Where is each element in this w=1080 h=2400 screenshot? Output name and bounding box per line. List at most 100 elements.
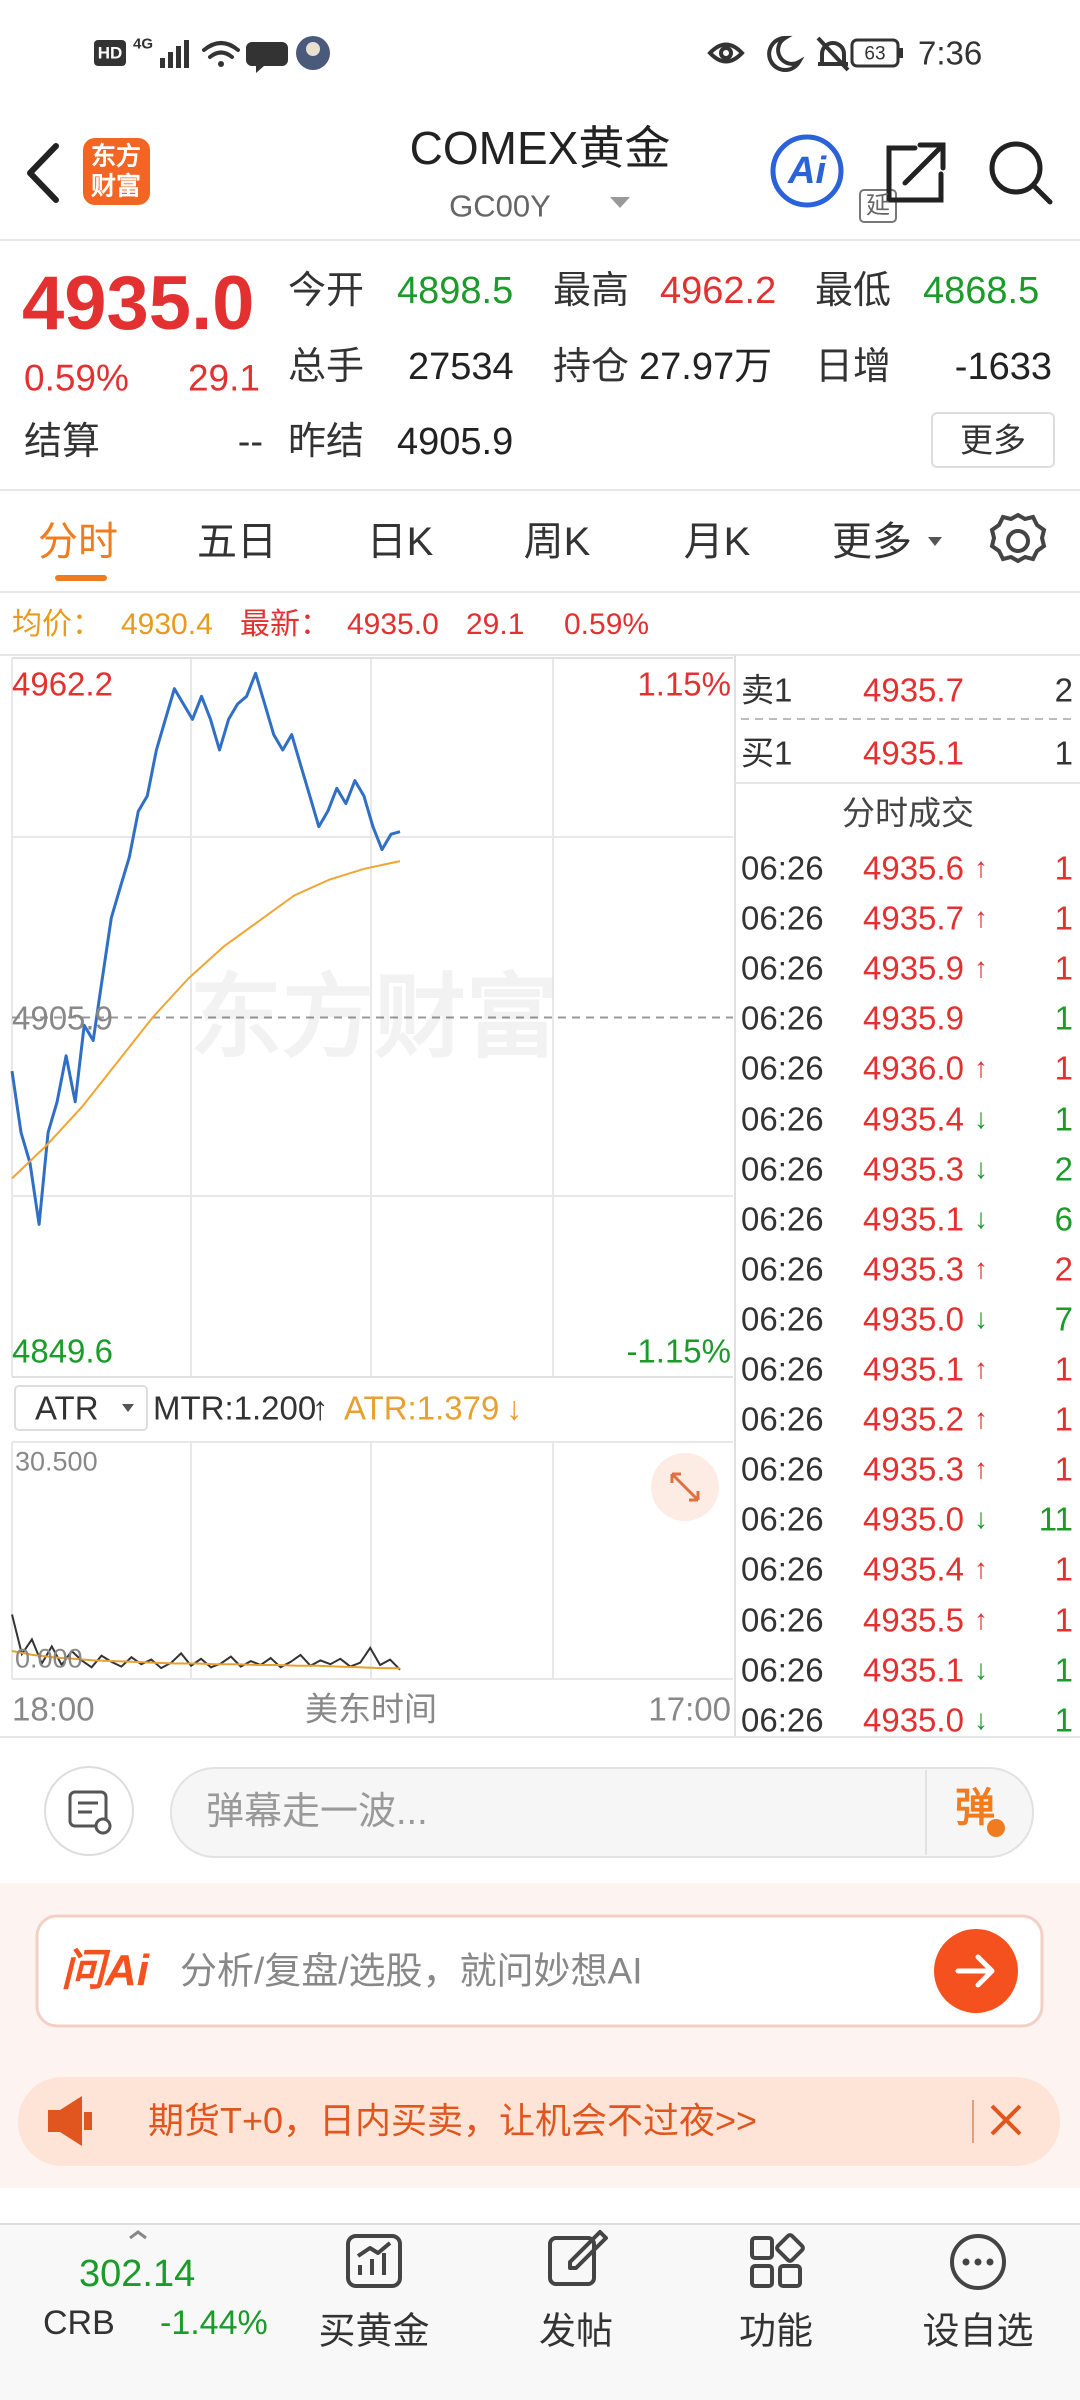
status-battery: 63 — [864, 43, 886, 65]
expand-button[interactable] — [651, 1453, 719, 1521]
x-axis-label: 17:00 — [648, 1690, 731, 1728]
back-button[interactable] — [27, 143, 59, 203]
danmaku-toggle[interactable] — [68, 1790, 108, 1828]
trade-volume: 1 — [1054, 949, 1073, 987]
trade-time: 06:26 — [741, 1049, 824, 1087]
change-pct: 0.59% — [24, 357, 129, 399]
promo-banner[interactable] — [18, 2077, 1060, 2166]
search-button[interactable] — [989, 141, 1053, 205]
trade-arrow: ↑ — [974, 1453, 988, 1485]
banner-close[interactable] — [990, 2104, 1022, 2136]
trade-price: 4935.0 — [863, 1300, 964, 1338]
banner-text: 期货T+0，日内买卖，让机会不过夜>> — [148, 2100, 758, 2141]
nav-icon-post — [548, 2236, 596, 2286]
nav-icon-functions — [775, 2233, 805, 2263]
ui-shape — [168, 52, 173, 68]
expand-button[interactable] — [670, 1472, 700, 1502]
trade-price: 4935.3 — [863, 1250, 964, 1288]
watermark: 东方财富 — [189, 967, 559, 1069]
x-axis-label: 18:00 — [12, 1690, 95, 1728]
period-tab[interactable]: 周K — [523, 520, 591, 564]
ui-shape — [928, 537, 942, 546]
settings-button[interactable] — [989, 512, 1047, 564]
settings-button[interactable] — [1006, 529, 1030, 553]
danmaku-toggle[interactable] — [78, 1801, 98, 1814]
trade-time: 06:26 — [741, 1550, 824, 1588]
trade-price: 4935.0 — [863, 1701, 964, 1739]
indicator-name[interactable]: ATR — [35, 1389, 99, 1427]
period-tab[interactable]: 更多 — [832, 520, 912, 564]
bid-volume: 1 — [1054, 734, 1073, 772]
share-button[interactable] — [902, 142, 946, 186]
nav-item[interactable]: 发帖 — [539, 2310, 613, 2352]
nav-item[interactable]: 功能 — [739, 2310, 813, 2352]
ask-ai-logo: 问Ai — [61, 1946, 149, 1995]
trade-volume: 1 — [1054, 899, 1073, 937]
ui-shape — [0, 2224, 1080, 2400]
danmaku-toggle[interactable] — [94, 1817, 112, 1835]
trade-arrow: ↑ — [974, 1353, 988, 1384]
trade-arrow: ↑ — [974, 1553, 988, 1585]
period-tab[interactable]: 五日 — [197, 520, 277, 564]
ui-shape — [122, 1404, 134, 1412]
ui-shape — [719, 46, 733, 60]
index-value: 302.14 — [79, 2253, 196, 2295]
search-button[interactable] — [989, 141, 1043, 195]
nav-item[interactable]: 买黄金 — [318, 2310, 430, 2352]
comment-input[interactable] — [170, 1767, 1034, 1858]
nav-icon-functions — [750, 2264, 774, 2288]
period-tab[interactable]: 日K — [366, 520, 434, 564]
trade-price: 4935.9 — [863, 949, 964, 987]
trade-volume: 1 — [1054, 849, 1073, 887]
y-tick-label: 4962.2 — [12, 665, 113, 703]
index-name: CRB — [43, 2304, 115, 2342]
nav-icon-buy — [346, 2234, 402, 2288]
ui-shape — [0, 2188, 1080, 2224]
trade-volume: 11 — [1038, 1500, 1073, 1538]
trade-arrow: ↑ — [974, 1403, 988, 1435]
nav-item[interactable]: 设自选 — [922, 2310, 1034, 2352]
atr-arrow: ↓ — [506, 1389, 523, 1427]
y-tick-label: 4849.6 — [12, 1332, 113, 1370]
trade-price: 4935.0 — [863, 1500, 964, 1538]
trade-arrow: ↑ — [974, 952, 988, 984]
more-button-label[interactable]: 更多 — [960, 421, 1026, 459]
ai-button[interactable] — [770, 134, 844, 208]
trade-arrow: ↑ — [974, 1603, 988, 1635]
trade-price: 4935.7 — [863, 899, 964, 937]
ai-label[interactable]: Ai — [788, 150, 826, 192]
status-hd: HD — [97, 43, 123, 63]
trade-time: 06:26 — [741, 849, 824, 887]
ask-ai-send[interactable] — [934, 1929, 1018, 2013]
ask-ai-send[interactable] — [955, 1954, 995, 1988]
ui-shape — [610, 197, 630, 208]
trade-time: 06:26 — [741, 899, 824, 937]
indicator-select[interactable] — [14, 1385, 148, 1431]
period-tab[interactable]: 分时 — [38, 520, 118, 564]
period-tab[interactable]: 月K — [683, 520, 751, 564]
ui-shape — [850, 38, 900, 68]
trade-volume: 1 — [1054, 1550, 1073, 1588]
page-title: COMEX黄金 — [409, 122, 671, 174]
danmaku-toggle[interactable] — [44, 1766, 134, 1856]
ui-shape — [962, 2258, 994, 2266]
more-button[interactable] — [931, 412, 1055, 468]
bid-label: 买1 — [741, 734, 793, 772]
ask-ai-input[interactable] — [35, 1914, 1044, 2028]
settings-button[interactable] — [989, 512, 1047, 564]
share-button[interactable] — [886, 142, 946, 203]
trade-arrow: ↓ — [974, 1202, 988, 1234]
app-logo — [83, 138, 150, 205]
ui-shape — [218, 61, 224, 67]
nav-icon-functions — [750, 2233, 805, 2288]
trade-time: 06:26 — [741, 1150, 824, 1188]
logo-text: 东方 — [90, 142, 142, 171]
field-label: 结算 — [24, 421, 101, 463]
nav-icon-post — [548, 2230, 608, 2286]
ui-shape — [346, 2230, 1006, 2290]
ui-shape — [818, 41, 848, 66]
nav-icon-post — [568, 2230, 608, 2270]
share-button[interactable] — [886, 145, 944, 203]
search-button[interactable] — [1031, 183, 1053, 205]
danmaku-button[interactable]: 弹 — [955, 1786, 995, 1830]
